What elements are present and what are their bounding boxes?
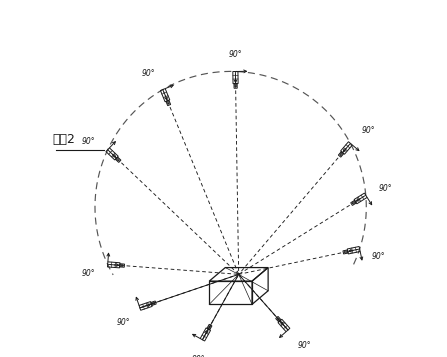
Text: 90°: 90° — [142, 69, 156, 78]
Text: 90°: 90° — [379, 184, 392, 193]
Text: 90°: 90° — [81, 137, 95, 146]
Text: 90°: 90° — [297, 341, 311, 350]
Text: 90°: 90° — [371, 252, 385, 261]
Text: 90°: 90° — [192, 355, 206, 357]
Text: 水干2: 水干2 — [52, 133, 75, 146]
Text: 90°: 90° — [117, 318, 131, 327]
Text: 90°: 90° — [362, 126, 375, 135]
Text: 90°: 90° — [228, 50, 242, 59]
Text: 90°: 90° — [81, 269, 95, 278]
